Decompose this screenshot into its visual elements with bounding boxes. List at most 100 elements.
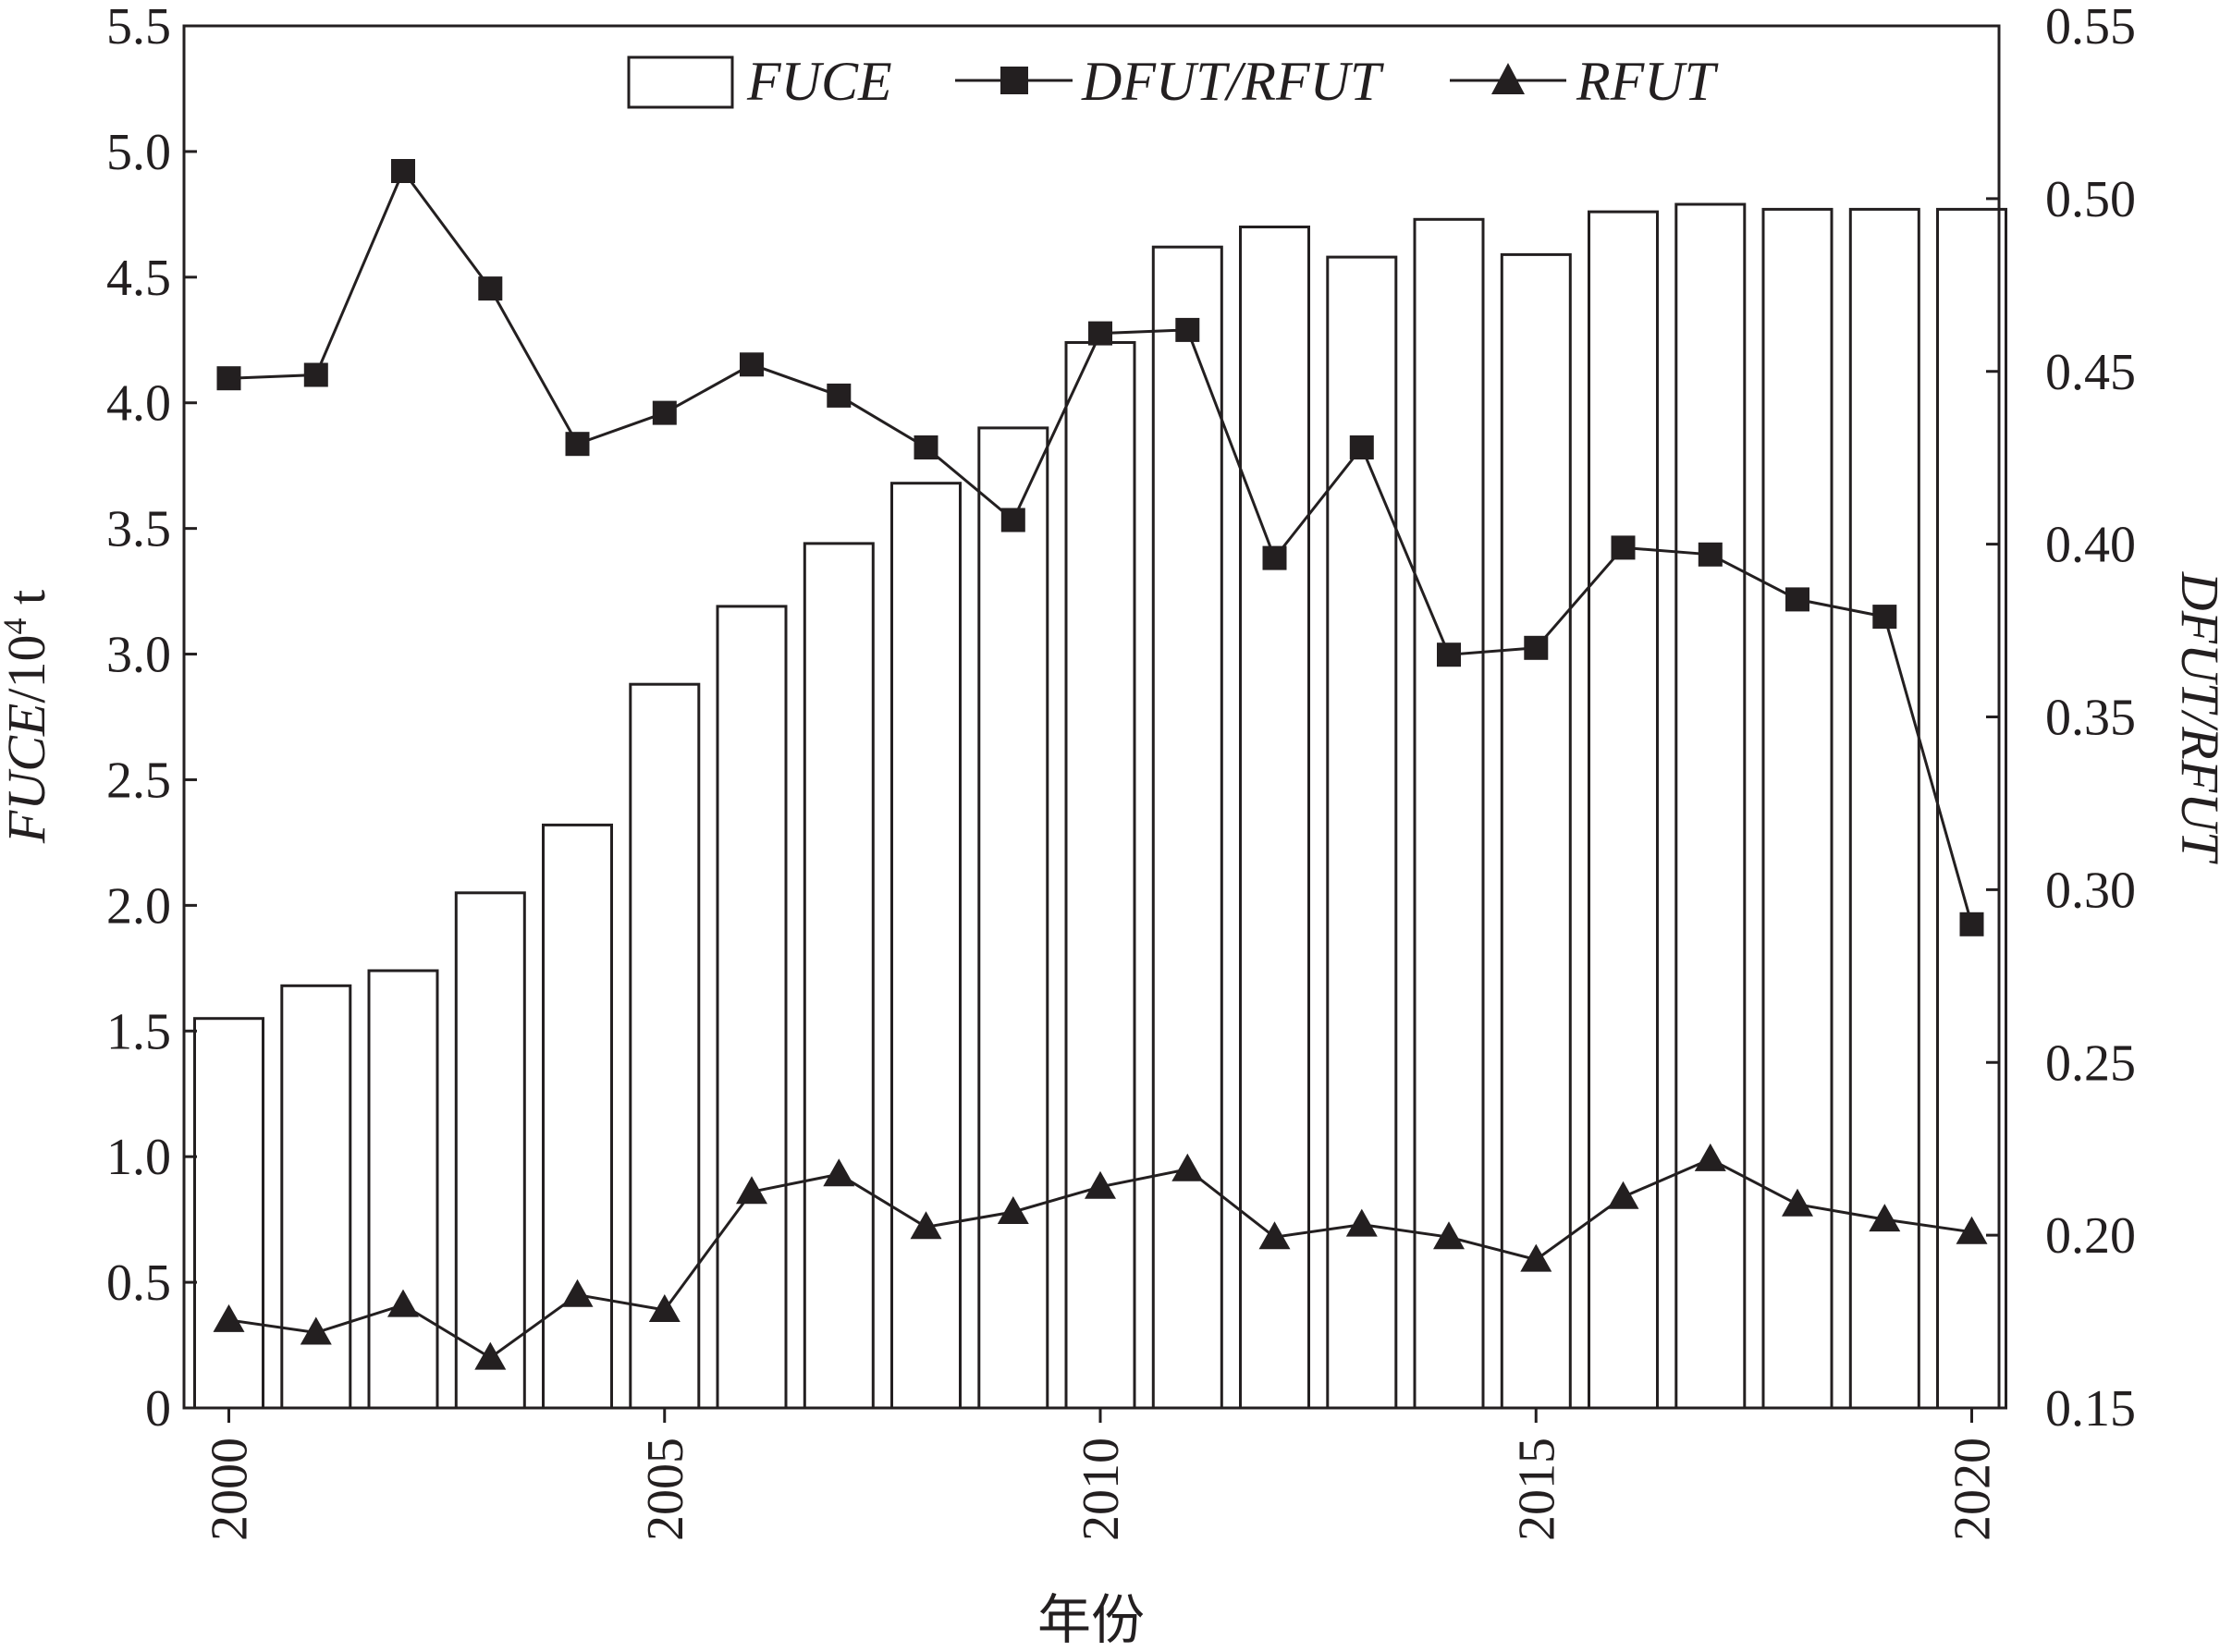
bar-fuce-2018	[1761, 207, 1834, 1410]
left-tick-label: 3.0	[106, 627, 171, 684]
right-tick-label: 0.30	[2045, 862, 2136, 919]
left-tick-label: 2.0	[106, 877, 171, 935]
bar-fuce-2015	[1500, 252, 1572, 1410]
point-rfut-2019	[1869, 1204, 1901, 1232]
point-rfut-2005	[648, 1294, 681, 1322]
point-rfut-2016	[1607, 1181, 1639, 1209]
point-dfut-rfut-2005	[652, 400, 677, 425]
point-dfut-rfut-2013	[1349, 435, 1374, 459]
bar-fuce-2009	[977, 426, 1049, 1410]
point-rfut-2018	[1782, 1188, 1813, 1217]
series-markers	[213, 159, 1988, 1370]
point-dfut-rfut-2003	[478, 276, 503, 301]
x-tick-label: 2020	[1944, 1438, 2002, 1541]
bar-fuce-2006	[716, 605, 788, 1410]
bar-fuce-2016	[1588, 210, 1659, 1410]
left-tick-label: 0.5	[106, 1254, 171, 1312]
left-axis-title: FUCE/104 t	[0, 590, 56, 844]
point-rfut-2012	[1258, 1221, 1291, 1250]
bar-fuce-2004	[542, 823, 613, 1410]
left-axis-title-prefix: FUCE	[0, 704, 56, 844]
right-axis-tick-labels: 0.15 0.20 0.25 0.30 0.35 0.40 0.45 0.50 0.55	[2045, 0, 2136, 1438]
fuce-bars	[193, 202, 2007, 1410]
point-dfut-rfut-2008	[914, 435, 938, 459]
left-tick-label: 0	[145, 1380, 171, 1438]
point-rfut-2015	[1520, 1243, 1552, 1272]
left-tick-label: 3.5	[106, 501, 171, 558]
point-dfut-rfut-2017	[1698, 542, 1723, 567]
point-rfut-2010	[1085, 1170, 1116, 1199]
point-dfut-rfut-2009	[1000, 508, 1025, 532]
left-tick-label: 4.0	[106, 375, 171, 433]
legend: FUCE DFUT/RFUT RFUT	[627, 51, 1719, 112]
legend-label-rfut: RFUT	[1576, 51, 1719, 112]
point-rfut-2007	[823, 1158, 855, 1187]
left-axis-title-superscript: 4	[0, 618, 33, 635]
point-dfut-rfut-2018	[1785, 587, 1809, 612]
point-rfut-2014	[1433, 1221, 1465, 1250]
x-axis-title: 年份	[1037, 1590, 1145, 1650]
bar-fuce-2005	[629, 682, 701, 1410]
right-tick-label: 0.25	[2045, 1034, 2136, 1092]
bar-fuce-2011	[1151, 245, 1223, 1410]
legend-swatch-fuce	[627, 55, 734, 109]
left-tick-label: 1.0	[106, 1129, 171, 1186]
point-rfut-2009	[997, 1196, 1029, 1224]
bar-fuce-2007	[803, 542, 875, 1410]
legend-marker-triangle	[1491, 63, 1525, 94]
x-tick-label: 2010	[1073, 1438, 1130, 1541]
bar-fuce-2012	[1239, 226, 1310, 1410]
point-rfut-2017	[1694, 1143, 1726, 1171]
right-tick-label: 0.15	[2045, 1380, 2136, 1438]
point-dfut-rfut-2010	[1088, 321, 1112, 346]
x-tick-label: 2000	[202, 1438, 259, 1541]
bar-fuce-2010	[1064, 341, 1136, 1410]
point-dfut-rfut-2006	[740, 352, 764, 377]
bar-fuce-2000	[193, 1017, 264, 1410]
x-tick-label: 2005	[637, 1438, 694, 1541]
right-tick-label: 0.50	[2045, 171, 2136, 228]
point-rfut-2008	[910, 1211, 942, 1240]
point-rfut-2013	[1345, 1208, 1378, 1237]
point-dfut-rfut-2020	[1959, 912, 1984, 936]
legend-label-fuce: FUCE	[746, 51, 892, 112]
left-axis-tick-labels: 0 0.5 1.0 1.5 2.0 2.5 3.0 3.5 4.0 4.5 5.0 5.5	[106, 0, 171, 1438]
left-tick-label: 1.5	[106, 1003, 171, 1060]
bar-fuce-2002	[367, 969, 439, 1410]
point-rfut-2011	[1171, 1153, 1204, 1181]
point-rfut-2003	[474, 1341, 507, 1370]
left-tick-label: 2.5	[106, 752, 171, 809]
right-axis-title: DFUT/RFUT	[2170, 571, 2220, 864]
left-tick-label: 4.5	[106, 250, 171, 307]
point-rfut-2001	[300, 1316, 332, 1345]
legend-label-dfut-rfut: DFUT/RFUT	[1081, 51, 1384, 112]
point-dfut-rfut-2016	[1611, 535, 1636, 560]
point-dfut-rfut-2004	[565, 432, 590, 457]
left-axis-title-suffix: /10	[0, 635, 56, 704]
point-dfut-rfut-2012	[1262, 545, 1287, 570]
point-rfut-2000	[213, 1303, 245, 1332]
point-rfut-2004	[561, 1279, 594, 1307]
point-rfut-2002	[387, 1289, 419, 1317]
point-dfut-rfut-2007	[827, 383, 852, 408]
bar-fuce-2008	[890, 482, 962, 1410]
point-dfut-rfut-2002	[391, 159, 415, 183]
point-dfut-rfut-2011	[1175, 317, 1200, 342]
x-axis-tick-labels: 2000 2005 2010 2015 2020	[202, 1438, 2002, 1541]
right-tick-label: 0.40	[2045, 517, 2136, 574]
x-tick-label: 2015	[1508, 1438, 1565, 1541]
left-tick-label: 5.5	[106, 0, 171, 55]
bar-fuce-2017	[1674, 202, 1747, 1410]
left-axis-title-unit: t	[0, 590, 56, 618]
legend-marker-square	[1000, 67, 1028, 94]
right-tick-label: 0.35	[2045, 690, 2136, 747]
right-tick-label: 0.55	[2045, 0, 2136, 55]
right-tick-label: 0.45	[2045, 344, 2136, 401]
axis-ticks	[184, 24, 1999, 1423]
point-rfut-2020	[1956, 1216, 1988, 1244]
point-dfut-rfut-2014	[1437, 642, 1461, 667]
left-tick-label: 5.0	[106, 124, 171, 181]
right-tick-label: 0.20	[2045, 1207, 2136, 1265]
point-dfut-rfut-2015	[1524, 635, 1549, 660]
